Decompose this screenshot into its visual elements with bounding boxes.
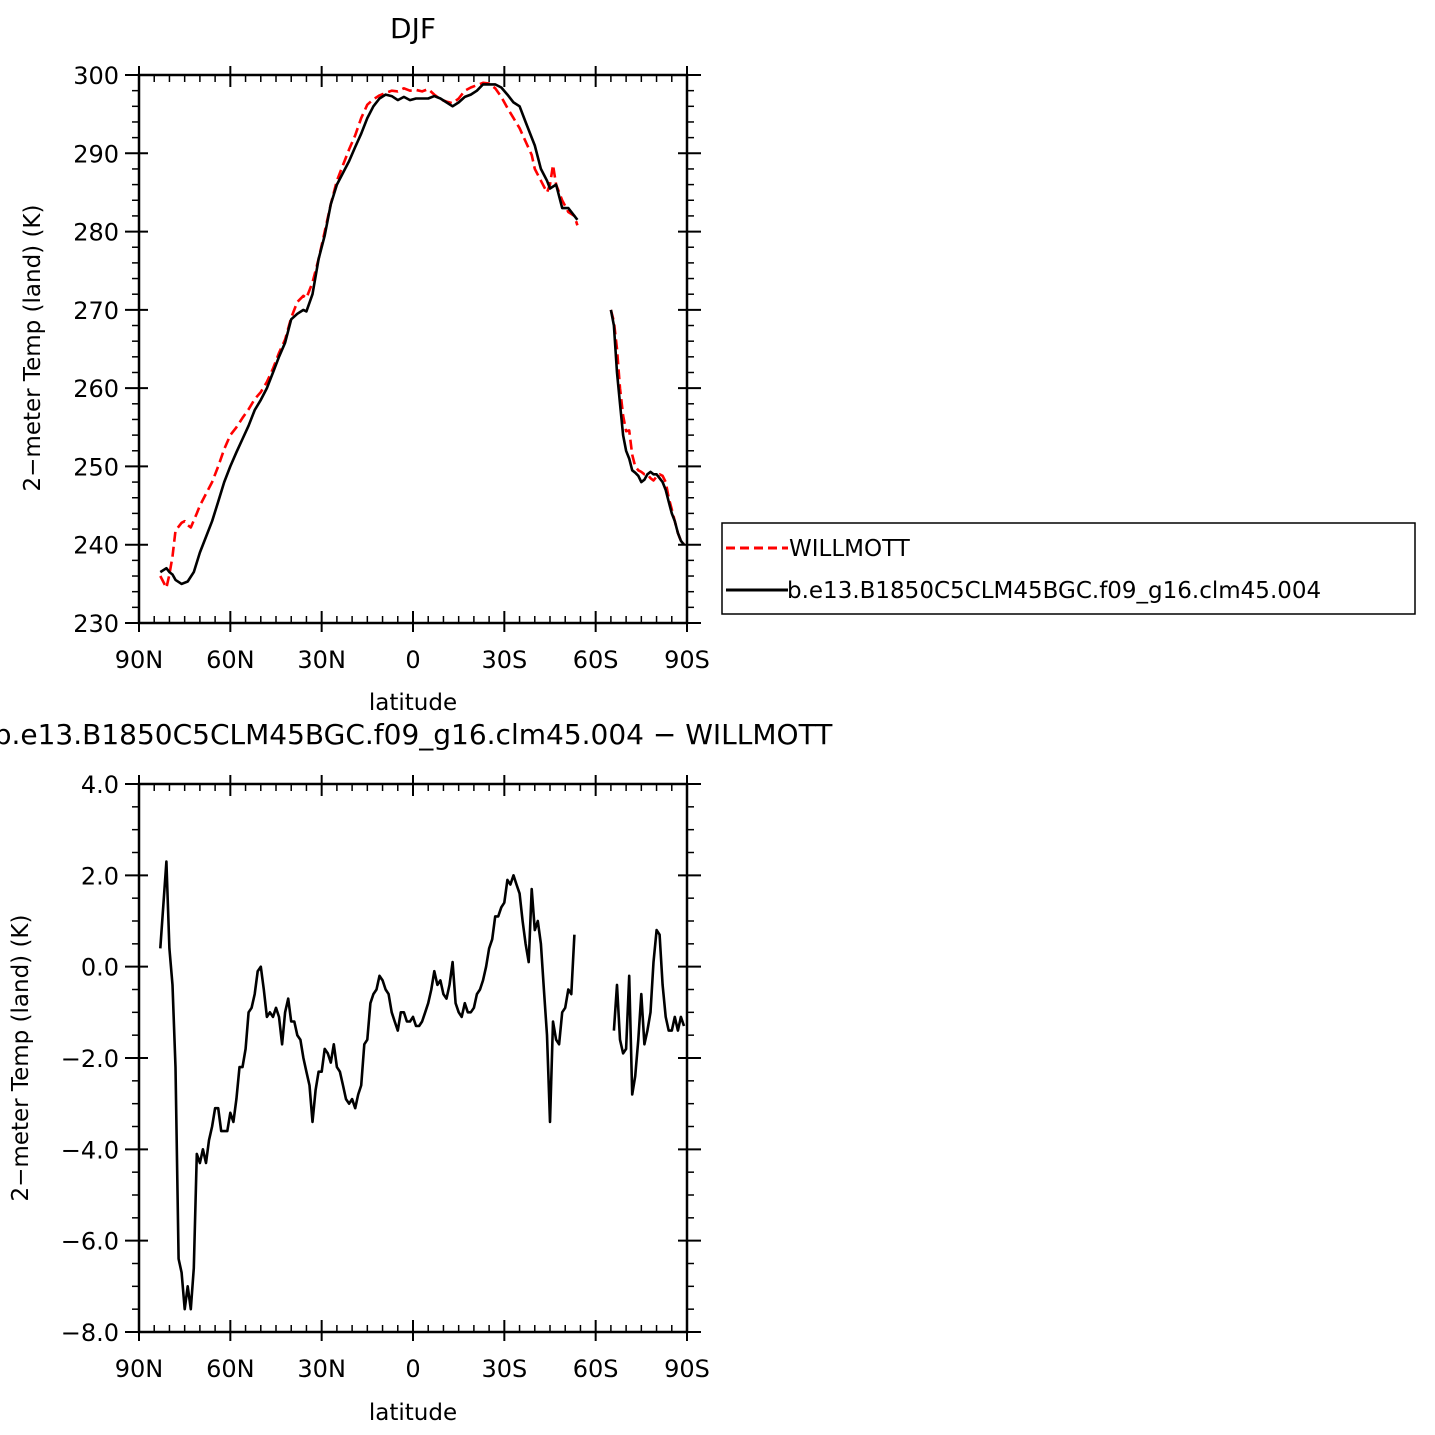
x-tick-label: 60N [206,1355,255,1383]
top-y-axis-label: 2−meter Temp (land) (K) [20,205,46,492]
y-tick-label: 2.0 [81,862,119,890]
y-tick-label: 260 [73,375,119,403]
x-tick-label: 0 [405,646,420,674]
plot-frame [137,782,689,1334]
y-tick-label: 240 [73,532,119,560]
y-tick-label: 290 [73,140,119,168]
y-tick-label: 270 [73,297,119,325]
y-tick-label: −6.0 [61,1228,119,1256]
legend-box [721,522,1416,615]
y-tick-label: 300 [73,62,119,90]
x-tick-label: 30N [297,646,346,674]
y-tick-label: 250 [73,453,119,481]
bottom-plot-area: 90N 60N 30N 0 30S 60S 90S 4.0 2.0 0.0 −2.0 −4.0 −6.0… [61,771,710,1383]
top-chart-title: DJF [390,12,436,45]
y-tick-label: 280 [73,219,119,247]
x-tick-label: 60N [206,646,255,674]
y-tick-label: 4.0 [81,771,119,799]
x-tick-label: 90N [115,1355,164,1383]
chart-top: DJF 90N 60N 30N 0 30S 60S 90S 300 290 280 270 260 25… [20,12,1416,716]
series-line-0-1 [159,83,579,586]
bottom-x-axis-label: latitude [369,1400,457,1426]
plot-frame [137,73,689,625]
chart-bottom: b.e13.B1850C5CLM45BGC.f09_g16.clm45.004 … [0,718,833,1426]
y-tick-label: −8.0 [61,1319,119,1347]
x-tick-label: 0 [405,1355,420,1383]
y-tick-label: −2.0 [61,1045,119,1073]
series-line-0-1 [609,309,686,546]
x-tick-label: 60S [573,1355,619,1383]
x-tick-label: 30S [481,646,527,674]
series-line-1-0 [612,928,686,1096]
legend: WILLMOTT b.e13.B1850C5CLM45BGC.f09_g16.c… [721,522,1416,615]
legend-label-willmott: WILLMOTT [789,536,911,562]
x-tick-label: 90N [115,646,164,674]
x-tick-label: 60S [573,646,619,674]
bottom-chart-title: b.e13.B1850C5CLM45BGC.f09_g16.clm45.004 … [0,718,833,751]
legend-label-model: b.e13.B1850C5CLM45BGC.f09_g16.clm45.004 [787,578,1321,604]
series-line-1-0 [159,860,576,1311]
x-tick-label: 30S [481,1355,527,1383]
series-line-0-0 [159,81,579,590]
bottom-y-axis-label: 2−meter Temp (land) (K) [8,915,34,1202]
y-tick-label: −4.0 [61,1136,119,1164]
top-plot-area: 90N 60N 30N 0 30S 60S 90S 300 290 280 270 260 250 240… [73,62,710,674]
x-tick-label: 90S [664,1355,710,1383]
y-tick-label: 230 [73,610,119,638]
x-tick-label: 30N [297,1355,346,1383]
y-tick-label: 0.0 [81,954,119,982]
x-tick-label: 90S [664,646,710,674]
top-x-axis-label: latitude [369,690,457,716]
